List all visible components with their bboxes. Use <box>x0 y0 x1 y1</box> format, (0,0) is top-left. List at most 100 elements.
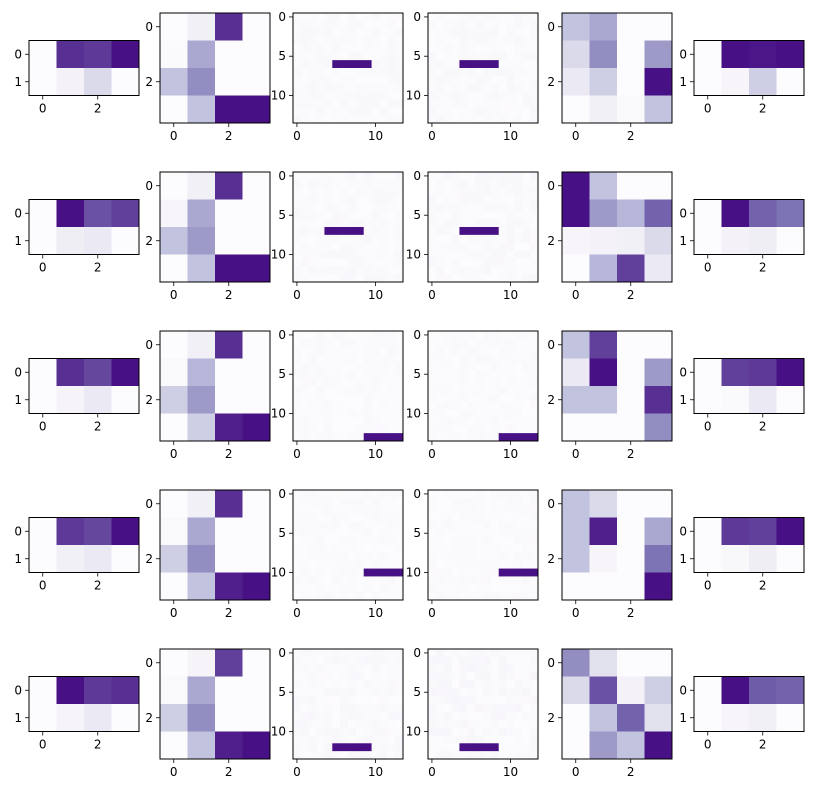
heatmap-cell <box>459 68 468 77</box>
heatmap-cell <box>428 187 437 196</box>
heatmap-cell <box>300 743 310 752</box>
heatmap-cell <box>475 75 484 85</box>
axes-frame <box>693 40 805 96</box>
heatmap-cell <box>387 656 396 666</box>
heatmap-cell <box>475 52 484 61</box>
heatmap-cell <box>215 731 243 760</box>
heatmap-panel-r3-c4: 0 202 <box>547 489 673 620</box>
heatmap-cell <box>324 338 333 348</box>
heatmap-cell <box>363 743 372 752</box>
heatmap-cell <box>443 727 452 736</box>
heatmap-cell <box>348 433 357 442</box>
heatmap-cell <box>443 513 452 522</box>
heatmap-cell <box>483 521 492 530</box>
heatmap-cell <box>379 672 388 681</box>
y-tick-label: 1 <box>679 75 687 89</box>
heatmap-cell <box>332 735 341 744</box>
heatmap-cell <box>379 529 388 538</box>
heatmap-cell <box>428 680 437 689</box>
heatmap-cell <box>316 513 325 522</box>
heatmap-cell <box>451 592 460 601</box>
heatmap-cell <box>459 331 468 340</box>
heatmap-cell <box>451 552 460 562</box>
heatmap-cell <box>379 664 388 673</box>
heatmap-cell <box>483 664 492 673</box>
heatmap-cell <box>443 497 452 507</box>
heatmap-cell <box>56 40 85 69</box>
heatmap-cell <box>617 572 645 601</box>
heatmap-cell <box>506 664 515 673</box>
heatmap-cell <box>459 497 468 507</box>
heatmap-cell <box>371 52 380 61</box>
heatmap-cell <box>300 529 310 538</box>
heatmap-cell <box>387 75 396 85</box>
heatmap-cell <box>459 743 468 752</box>
heatmap-cell <box>355 52 365 61</box>
heatmap-cell <box>324 425 333 434</box>
heatmap-cell <box>387 346 396 355</box>
heatmap-cell <box>467 560 476 569</box>
heatmap-cell <box>435 751 445 760</box>
heatmap-cell <box>490 203 500 212</box>
heatmap-cell <box>506 576 515 585</box>
y-tick-label: 0 <box>679 524 687 538</box>
heatmap-cell <box>395 44 404 53</box>
heatmap-cell <box>522 649 531 658</box>
heatmap-cell <box>387 211 396 220</box>
heatmap-cell <box>348 99 357 108</box>
heatmap-cell <box>316 338 325 348</box>
heatmap-cell <box>514 75 523 85</box>
heatmap-cell <box>332 107 341 116</box>
heatmap-cell <box>435 584 445 593</box>
heatmap-cell <box>340 13 349 22</box>
heatmap-cell <box>316 417 325 426</box>
heatmap-cell <box>459 672 468 681</box>
heatmap-cell <box>187 490 216 518</box>
heatmap-cell <box>498 211 507 220</box>
axes-frame <box>28 40 140 96</box>
heatmap-cell <box>644 254 673 283</box>
heatmap-cell <box>300 107 310 116</box>
heatmap-cell <box>490 242 500 251</box>
heatmap-cell <box>428 60 437 69</box>
heatmap-cell <box>514 274 523 283</box>
heatmap-cell <box>308 401 317 410</box>
heatmap-cell <box>443 576 452 585</box>
heatmap-cell <box>160 731 188 760</box>
heatmap-cell <box>340 409 349 418</box>
heatmap-cell <box>387 393 396 403</box>
heatmap-cell <box>459 346 468 355</box>
heatmap-cell <box>428 242 437 251</box>
heatmap-cell <box>379 576 388 585</box>
y-tick-label: 0 <box>145 179 153 193</box>
heatmap-cell <box>348 115 357 124</box>
heatmap-cell <box>300 505 310 514</box>
heatmap-cell <box>300 719 310 728</box>
heatmap-cell <box>316 401 325 410</box>
heatmap-cell <box>363 704 372 713</box>
heatmap-cell <box>308 537 317 546</box>
heatmap-cell <box>387 521 396 530</box>
heatmap-cell <box>467 568 476 577</box>
heatmap-cell <box>443 75 452 85</box>
heatmap-cell <box>490 552 500 562</box>
axes-frame <box>28 199 140 255</box>
heatmap-cell <box>332 115 341 124</box>
heatmap-cell <box>332 401 341 410</box>
heatmap-cell <box>355 75 365 85</box>
heatmap-cell <box>332 568 341 577</box>
heatmap-cell <box>467 60 476 69</box>
heatmap-cell <box>530 13 539 22</box>
heatmap-cell <box>56 704 85 732</box>
heatmap-cell <box>459 258 468 267</box>
heatmap-cell <box>324 44 333 53</box>
heatmap-cell <box>443 537 452 546</box>
heatmap-cell <box>355 490 365 499</box>
heatmap-cell <box>562 413 590 442</box>
heatmap-cell <box>300 52 310 61</box>
heatmap-cell <box>293 91 302 100</box>
heatmap-cell <box>617 517 645 546</box>
heatmap-cell <box>355 242 365 251</box>
heatmap-cell <box>428 68 437 77</box>
heatmap-cell <box>363 250 372 259</box>
